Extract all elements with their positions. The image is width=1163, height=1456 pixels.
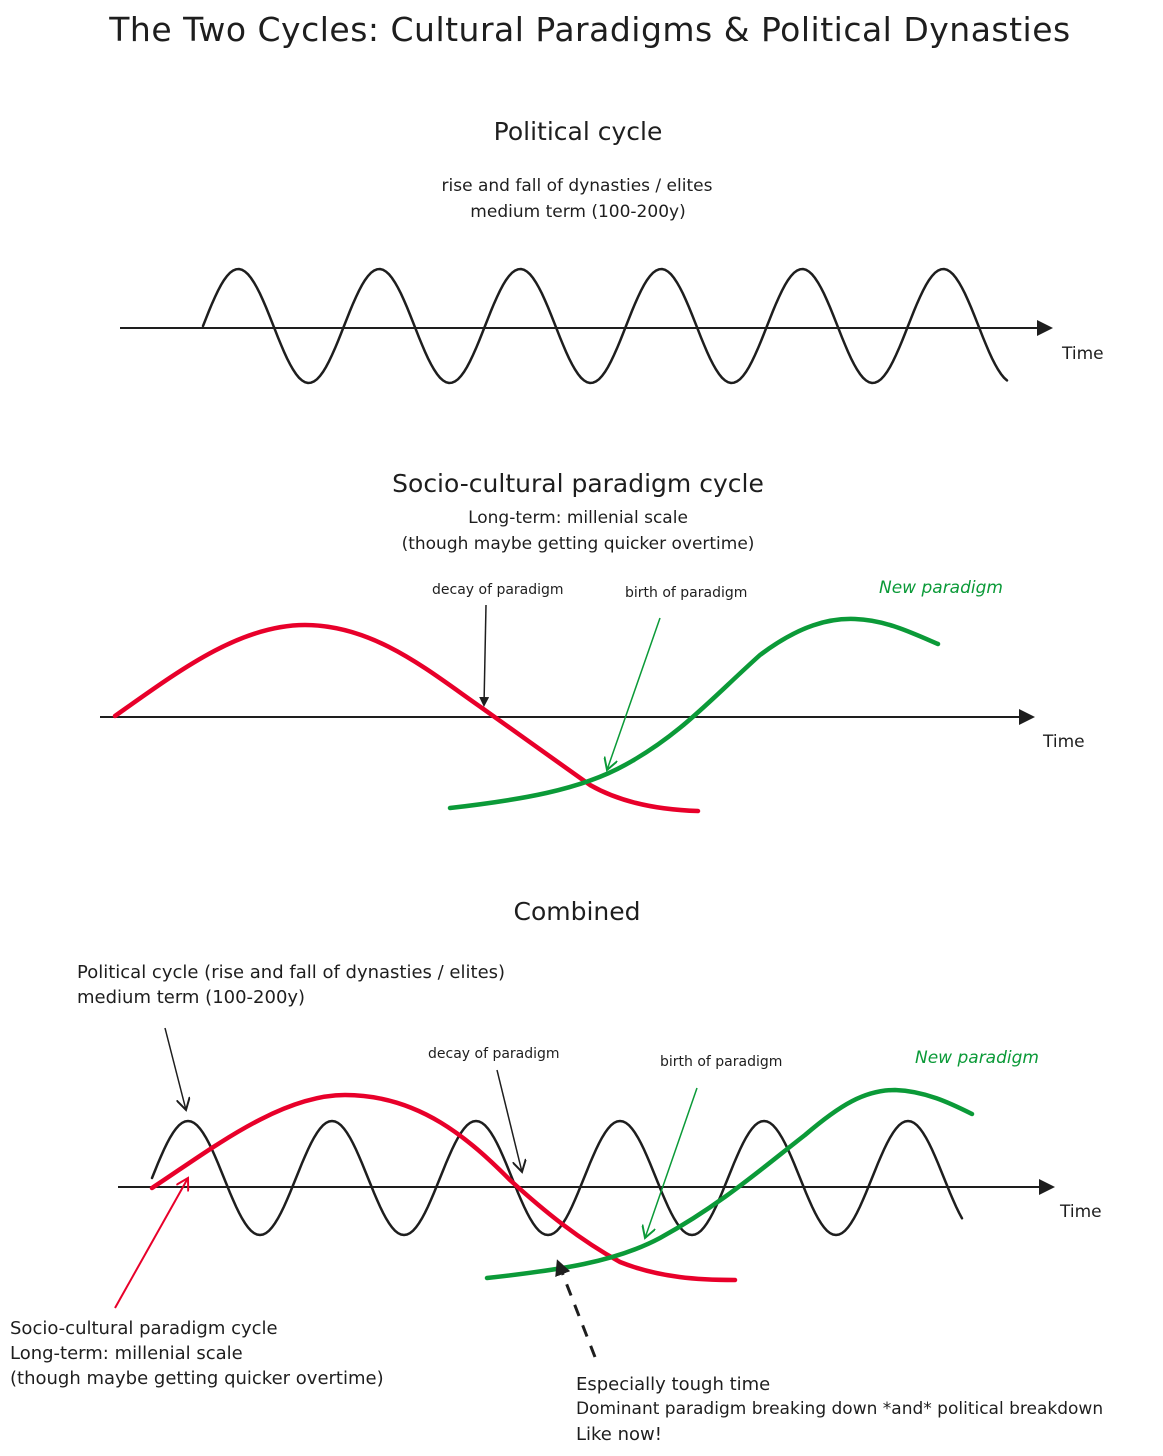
- tough-time-arrow: [555, 1259, 597, 1358]
- combined-birth-arrow: [645, 1087, 698, 1238]
- cultural-note-line-2: Long-term: millenial scale: [10, 1343, 243, 1364]
- tough-time-line-2: Dominant paradigm breaking down *and* po…: [576, 1399, 1104, 1419]
- cultural-note-arrow: [114, 1178, 188, 1309]
- political-note-line-2: medium term (100-200y): [77, 987, 306, 1008]
- cultural-note-line-3: (though maybe getting quicker overtime): [10, 1368, 384, 1389]
- combined-birth-label: birth of paradigm: [660, 1054, 783, 1070]
- page-title: The Two Cycles: Cultural Paradigms & Pol…: [109, 10, 1071, 49]
- political-axis-label: Time: [1062, 344, 1104, 364]
- political-heading: Political cycle: [493, 117, 663, 146]
- new-paradigm-label: New paradigm: [879, 578, 1003, 598]
- cultural-green-curve: [447, 616, 941, 811]
- political-line-2: medium term (100-200y): [470, 202, 686, 222]
- decay-label: decay of paradigm: [432, 582, 564, 598]
- combined-axis-label: Time: [1060, 1202, 1102, 1222]
- cultural-note-line-1: Socio-cultural paradigm cycle: [10, 1318, 278, 1339]
- cultural-line-2: (though maybe getting quicker overtime): [401, 534, 755, 554]
- cultural-line-1: Long-term: millenial scale: [468, 508, 688, 528]
- combined-decay-arrow: [496, 1069, 522, 1172]
- tough-time-line-3: Like now!: [576, 1424, 662, 1445]
- combined-green-curve: [484, 1087, 975, 1281]
- decay-arrow: [479, 604, 490, 707]
- cultural-axis-label: Time: [1043, 732, 1085, 752]
- political-note-arrow: [164, 1027, 186, 1110]
- combined-decay-label: decay of paradigm: [428, 1046, 560, 1062]
- political-note-line-1: Political cycle (rise and fall of dynast…: [77, 962, 506, 983]
- cultural-heading: Socio-cultural paradigm cycle: [392, 469, 764, 498]
- combined-new-paradigm-label: New paradigm: [915, 1048, 1039, 1068]
- combined-political-wave: [150, 1119, 964, 1237]
- birth-arrow: [607, 617, 661, 770]
- birth-label: birth of paradigm: [625, 585, 748, 601]
- combined-heading: Combined: [513, 897, 641, 926]
- cultural-red-curve: [112, 622, 701, 814]
- tough-time-line-1: Especially tough time: [576, 1374, 771, 1395]
- combined-red-curve: [149, 1092, 738, 1283]
- political-line-1: rise and fall of dynasties / elites: [441, 176, 713, 196]
- political-wave: [201, 267, 1009, 385]
